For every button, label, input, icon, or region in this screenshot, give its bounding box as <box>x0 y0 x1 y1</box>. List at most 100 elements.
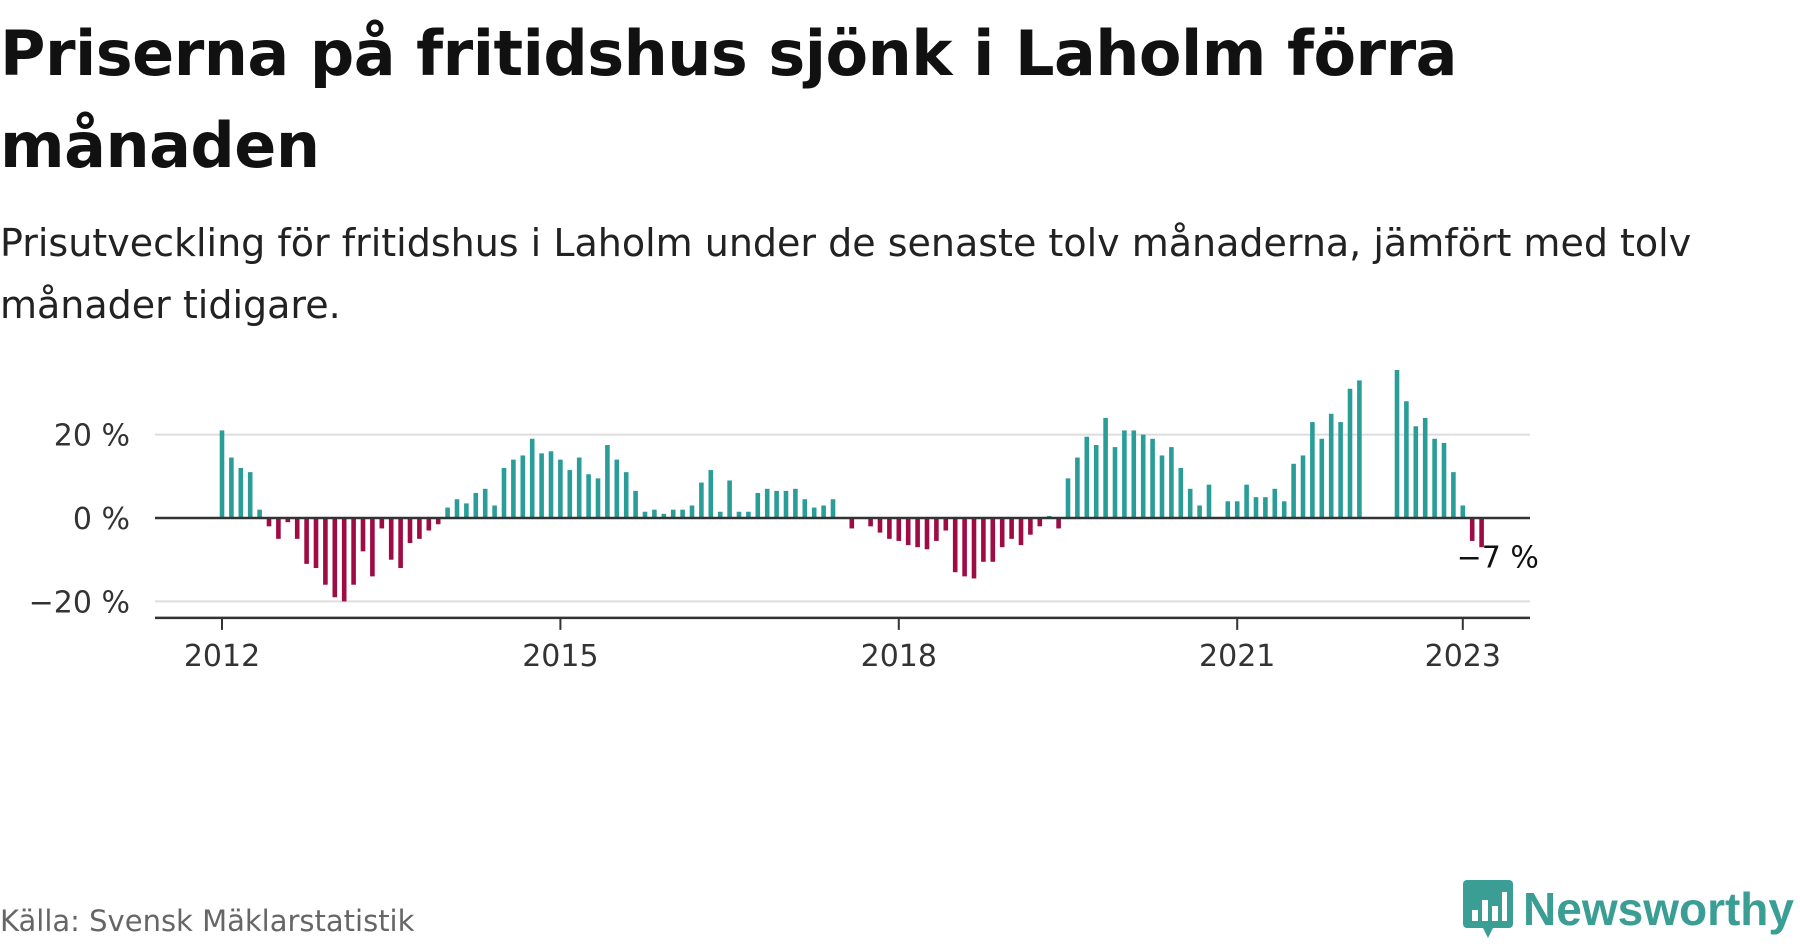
bar <box>501 467 507 518</box>
bar <box>567 470 573 518</box>
bar <box>1140 434 1146 518</box>
bar <box>388 518 394 560</box>
bar <box>680 509 685 518</box>
bar <box>1413 426 1419 518</box>
bar <box>1018 518 1024 546</box>
bar <box>905 518 911 546</box>
bar <box>351 518 356 585</box>
bar <box>435 518 441 525</box>
bar <box>1310 422 1315 518</box>
bar <box>1451 472 1456 518</box>
x-axis: 2012 2015 2018 2021 2023 <box>184 617 1501 674</box>
bar <box>689 505 695 518</box>
chart-subtitle: Prisutveckling för fritidshus i Laholm u… <box>0 221 1692 327</box>
bar <box>764 488 770 518</box>
bar <box>445 507 450 518</box>
bar <box>360 518 366 552</box>
bar <box>1281 501 1287 518</box>
bar <box>1347 388 1353 518</box>
bar <box>1225 501 1231 518</box>
bar <box>793 488 798 518</box>
y-axis: 40 %20 %0 %−20 % <box>29 370 130 620</box>
bar <box>849 518 855 529</box>
bar <box>482 488 488 518</box>
bar <box>398 518 403 569</box>
bar <box>623 472 629 518</box>
bar <box>417 518 422 539</box>
bar <box>1234 501 1240 518</box>
bar <box>934 518 939 541</box>
bar <box>708 470 714 518</box>
bar <box>896 518 902 541</box>
bar <box>323 518 328 585</box>
bar <box>999 518 1005 548</box>
bar <box>1291 463 1296 518</box>
bar <box>229 457 234 518</box>
x-tick-label: 2021 <box>1199 639 1275 674</box>
bar <box>605 445 610 518</box>
bar <box>539 453 544 518</box>
grid-lines <box>155 433 1530 603</box>
bar <box>1328 413 1334 518</box>
bar <box>661 513 667 518</box>
bar <box>887 518 892 539</box>
bar <box>877 518 883 533</box>
bar <box>830 499 836 518</box>
bar <box>1263 497 1268 518</box>
bar <box>1065 478 1071 518</box>
bar <box>586 474 591 518</box>
bar <box>548 451 554 518</box>
bar <box>341 518 347 602</box>
bar <box>1187 488 1193 518</box>
x-tick-label: 2023 <box>1425 639 1501 674</box>
bar <box>285 518 291 523</box>
x-tick-label: 2018 <box>861 639 937 674</box>
bar <box>962 518 967 577</box>
bar <box>1084 436 1090 518</box>
bar <box>276 518 281 539</box>
bar <box>642 511 648 518</box>
bar <box>595 478 601 518</box>
bar <box>1319 438 1325 518</box>
bar <box>717 511 723 518</box>
bar <box>943 518 949 531</box>
bar <box>1056 518 1061 529</box>
bar <box>1479 518 1484 548</box>
bar <box>1028 518 1033 535</box>
newsworthy-logo-icon <box>1463 880 1514 938</box>
bar <box>1075 457 1080 518</box>
bar <box>473 492 479 518</box>
bar <box>511 459 516 518</box>
bar <box>1037 518 1043 527</box>
bar <box>1422 417 1428 518</box>
bar <box>981 518 986 562</box>
bar <box>821 505 826 518</box>
bar <box>247 472 253 518</box>
bar <box>915 518 920 548</box>
x-tick-label: 2012 <box>184 639 260 674</box>
bar <box>1122 430 1127 518</box>
chart-title: Priserna på fritidshus sjönk i Laholm fö… <box>0 17 1458 182</box>
bar <box>783 490 789 518</box>
bar <box>727 480 732 518</box>
bar <box>219 430 225 518</box>
bar <box>670 509 676 518</box>
bar <box>558 459 563 518</box>
source-note: Källa: Svensk Mäklarstatistik <box>0 904 415 938</box>
bar <box>407 518 413 544</box>
bar <box>426 518 432 531</box>
bar <box>971 518 977 579</box>
bar <box>1300 455 1306 518</box>
bar <box>811 507 817 518</box>
bar <box>313 518 319 569</box>
bar <box>633 490 638 518</box>
bar <box>576 457 582 518</box>
bar <box>1460 505 1466 518</box>
bar <box>529 438 535 518</box>
bar <box>1103 417 1108 518</box>
bar <box>520 455 526 518</box>
bar <box>464 503 469 518</box>
bar <box>1441 442 1447 518</box>
bar <box>924 518 930 550</box>
bar <box>952 518 958 573</box>
